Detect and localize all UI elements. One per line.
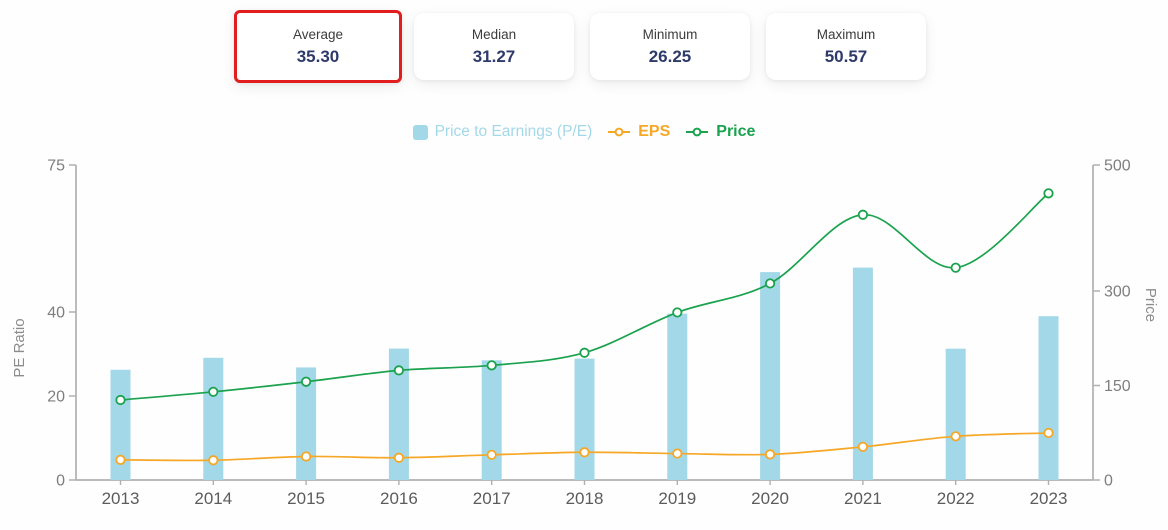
- stat-card-average[interactable]: Average 35.30: [234, 10, 402, 83]
- legend-item-pe[interactable]: Price to Earnings (P/E): [412, 123, 593, 141]
- pe-bar[interactable]: [110, 369, 131, 480]
- x-axis-year-label: 2013: [102, 489, 140, 508]
- legend-label-eps: EPS: [638, 123, 671, 140]
- eps-point[interactable]: [857, 441, 869, 452]
- stat-card-label: Median: [471, 26, 517, 42]
- chart-canvas: 0 20 40 75 0 150 300 500 2013 2014 2015 2016 2017 201…: [11, 158, 1159, 509]
- price-point[interactable]: [950, 262, 961, 273]
- x-axis-year-label: 2023: [1030, 489, 1068, 508]
- x-axis-year-label: 2018: [566, 489, 604, 508]
- stat-card-maximum[interactable]: Maximum 50.57: [766, 13, 926, 80]
- legend-label-pe: Price to Earnings (P/E): [434, 123, 593, 141]
- left-axis-tick-label: 0: [56, 473, 65, 490]
- left-axis-title: PE Ratio: [11, 318, 28, 377]
- x-axis-year-label: 2022: [937, 489, 975, 508]
- eps-point[interactable]: [486, 449, 497, 460]
- pe-bar[interactable]: [203, 357, 224, 480]
- chart-legend: Price to Earnings (P/E) EPS Price: [0, 121, 1168, 143]
- price-point[interactable]: [115, 394, 126, 406]
- price-line-marker-icon: [686, 127, 709, 137]
- legend-label-price: Price: [716, 123, 756, 140]
- price-line-group: [115, 188, 1054, 406]
- eps-line-marker-icon: [608, 127, 631, 137]
- x-axis-year-label: 2014: [194, 489, 232, 508]
- eps-point[interactable]: [672, 448, 683, 459]
- x-axis-year-label: 2020: [751, 489, 789, 508]
- stat-card-median[interactable]: Median 31.27: [414, 13, 574, 80]
- stat-card-minimum[interactable]: Minimum 26.25: [590, 13, 750, 80]
- price-point[interactable]: [208, 386, 219, 397]
- pe-bar[interactable]: [481, 360, 502, 480]
- eps-point[interactable]: [300, 451, 312, 462]
- stat-card-label: Average: [292, 26, 344, 42]
- stat-card-value: 35.30: [296, 47, 340, 67]
- x-axis-year-label: 2016: [380, 489, 418, 508]
- price-point[interactable]: [1043, 188, 1054, 199]
- pe-bar[interactable]: [852, 267, 873, 480]
- stat-card-value: 26.25: [648, 47, 692, 67]
- eps-point[interactable]: [764, 449, 776, 460]
- left-axis-tick-label: 40: [47, 305, 65, 322]
- eps-point[interactable]: [115, 454, 126, 465]
- pe-bar[interactable]: [945, 348, 966, 480]
- pe-swatch-icon: [412, 124, 428, 140]
- right-axis-tick-label: 150: [1104, 378, 1131, 395]
- left-axis-tick-label: 20: [47, 389, 65, 406]
- price-point[interactable]: [486, 360, 497, 371]
- x-axis-year-label: 2019: [658, 489, 696, 508]
- stat-card-label: Maximum: [816, 26, 876, 42]
- eps-point[interactable]: [579, 447, 590, 458]
- price-point[interactable]: [672, 307, 683, 318]
- pe-bar[interactable]: [667, 313, 688, 480]
- pe-bars-group: [110, 267, 1059, 480]
- legend-item-price[interactable]: Price: [685, 124, 755, 140]
- right-axis-tick-label: 500: [1104, 158, 1131, 175]
- pe-bar[interactable]: [574, 358, 595, 480]
- left-axis-tick-label: 75: [47, 158, 65, 175]
- x-axis-year-label: 2015: [287, 489, 325, 508]
- pe-bar[interactable]: [388, 348, 409, 480]
- eps-point[interactable]: [950, 431, 961, 442]
- stat-card-value: 31.27: [472, 47, 516, 67]
- price-point[interactable]: [764, 278, 776, 289]
- price-line: [120, 192, 1050, 401]
- legend-item-eps[interactable]: EPS: [607, 124, 670, 140]
- price-point[interactable]: [579, 347, 590, 358]
- combo-chart: 0 20 40 75 0 150 300 500 2013 2014 2015 2016 2017 201…: [0, 150, 1168, 525]
- x-axis-year-label: 2017: [473, 489, 511, 508]
- right-axis-tick-label: 0: [1104, 473, 1113, 490]
- pe-bar[interactable]: [760, 272, 781, 480]
- eps-point[interactable]: [393, 452, 404, 463]
- price-point[interactable]: [300, 376, 312, 387]
- eps-line-group: [115, 427, 1054, 466]
- eps-point[interactable]: [1043, 427, 1054, 439]
- stat-card-value: 50.57: [824, 47, 868, 67]
- right-axis-tick-label: 300: [1104, 284, 1131, 301]
- stat-card-label: Minimum: [642, 26, 698, 42]
- price-point[interactable]: [393, 365, 404, 376]
- x-axis-year-label: 2021: [844, 489, 882, 508]
- pe-bar[interactable]: [296, 367, 317, 480]
- pe-bar[interactable]: [1038, 316, 1059, 480]
- right-axis-title: Price: [1142, 288, 1159, 322]
- price-point[interactable]: [857, 209, 869, 220]
- eps-point[interactable]: [208, 455, 219, 466]
